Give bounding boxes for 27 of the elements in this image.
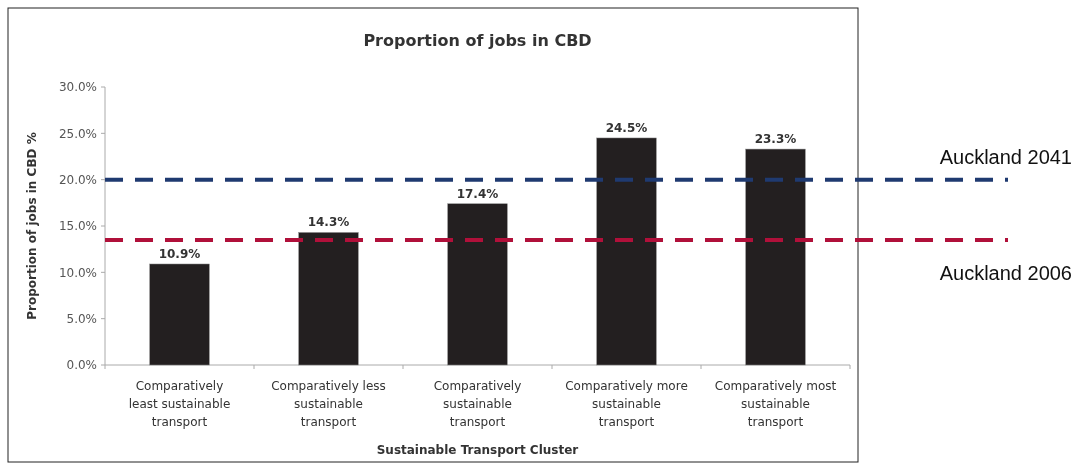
data-label: 10.9% (158, 246, 201, 261)
y-tick-label: 10.0% (58, 265, 97, 280)
x-tick-label: Comparatively least sustainable transport (128, 379, 231, 429)
chart-title: Proportion of jobs in CBD (363, 31, 592, 50)
x-axis-title: Sustainable Transport Cluster (376, 443, 579, 457)
y-tick-label: 25.0% (58, 126, 97, 141)
bar (149, 263, 210, 366)
y-tick-label: 20.0% (58, 172, 97, 187)
y-tick-label: 15.0% (58, 219, 97, 234)
data-label: 17.4% (456, 186, 499, 201)
bar (596, 137, 657, 366)
x-tick-label: Comparatively more sustainable transport (565, 379, 688, 429)
bar (447, 203, 508, 366)
y-axis-title: Proportion of jobs in CBD % (25, 132, 39, 320)
y-tick-label: 0.0% (66, 358, 97, 373)
x-tick-label: Comparatively most sustainable transport (714, 379, 837, 429)
data-label: 14.3% (307, 215, 350, 230)
ref-line-label: Auckland 2041 (939, 145, 1072, 168)
bar (298, 232, 359, 366)
ref-line-label: Auckland 2006 (939, 261, 1072, 284)
data-label: 23.3% (754, 132, 797, 147)
x-tick-label: Comparatively sustainable transport (433, 379, 522, 429)
y-tick-label: 30.0% (58, 80, 97, 95)
data-label: 24.5% (605, 120, 648, 135)
x-tick-label: Comparatively less sustainable transport (271, 379, 386, 429)
bar (745, 148, 806, 366)
y-tick-label: 5.0% (66, 311, 97, 326)
